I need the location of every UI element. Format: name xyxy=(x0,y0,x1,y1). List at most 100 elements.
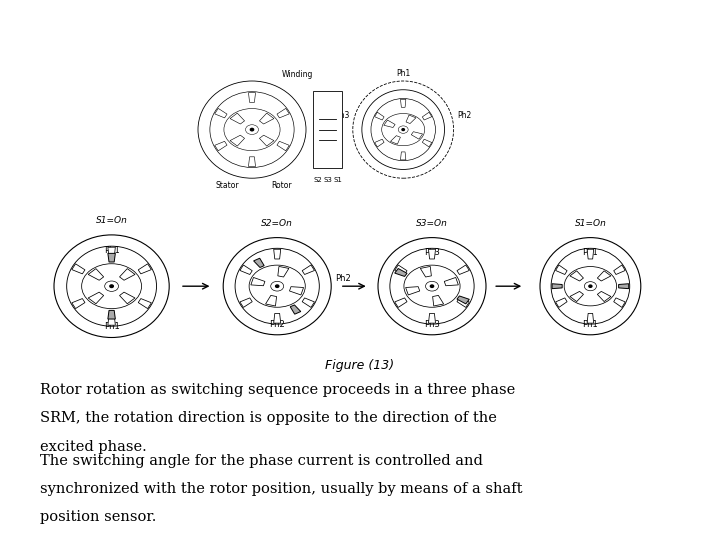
Polygon shape xyxy=(240,265,252,274)
Polygon shape xyxy=(302,298,315,307)
Ellipse shape xyxy=(382,113,425,146)
Polygon shape xyxy=(230,135,245,146)
Ellipse shape xyxy=(390,248,474,324)
Text: S3: S3 xyxy=(323,177,332,183)
Polygon shape xyxy=(457,298,469,307)
Text: Ph1: Ph1 xyxy=(104,322,120,331)
Polygon shape xyxy=(88,268,104,280)
Ellipse shape xyxy=(81,264,142,309)
Ellipse shape xyxy=(223,238,331,335)
Text: Winding: Winding xyxy=(282,70,313,79)
Text: Ph3: Ph3 xyxy=(335,111,349,119)
Circle shape xyxy=(431,285,433,287)
Ellipse shape xyxy=(54,235,169,338)
Polygon shape xyxy=(253,258,264,267)
Polygon shape xyxy=(384,120,395,127)
Circle shape xyxy=(402,129,405,131)
Polygon shape xyxy=(570,271,583,281)
Polygon shape xyxy=(552,284,562,289)
Text: The switching angle for the phase current is controlled and: The switching angle for the phase curren… xyxy=(40,454,482,468)
Text: Ph3: Ph3 xyxy=(424,248,440,257)
Polygon shape xyxy=(277,109,289,118)
Polygon shape xyxy=(587,313,594,323)
Polygon shape xyxy=(374,112,384,120)
Text: Ph1: Ph1 xyxy=(582,320,598,329)
Text: S1: S1 xyxy=(333,177,342,183)
Ellipse shape xyxy=(224,109,280,151)
Text: SRM, the rotation direction is opposite to the direction of the: SRM, the rotation direction is opposite … xyxy=(40,411,497,426)
Polygon shape xyxy=(215,141,227,151)
Circle shape xyxy=(589,285,592,287)
Polygon shape xyxy=(423,112,432,120)
Text: S1=On: S1=On xyxy=(96,216,127,225)
Text: synchronized with the rotor position, usually by means of a shaft: synchronized with the rotor position, us… xyxy=(40,482,522,496)
Ellipse shape xyxy=(540,238,641,335)
Text: S2=On: S2=On xyxy=(261,219,293,228)
Polygon shape xyxy=(428,249,436,259)
Polygon shape xyxy=(395,268,407,276)
Circle shape xyxy=(110,285,113,287)
Text: Ph3: Ph3 xyxy=(424,320,440,329)
Text: Ph1: Ph1 xyxy=(104,246,120,255)
Polygon shape xyxy=(108,315,115,325)
Polygon shape xyxy=(277,141,289,151)
Circle shape xyxy=(585,282,596,291)
Polygon shape xyxy=(259,113,274,124)
Circle shape xyxy=(426,281,438,291)
Polygon shape xyxy=(274,313,281,323)
Polygon shape xyxy=(613,265,625,274)
Ellipse shape xyxy=(404,265,460,307)
Text: position sensor.: position sensor. xyxy=(40,510,156,524)
Polygon shape xyxy=(395,298,407,307)
Polygon shape xyxy=(266,295,276,306)
Ellipse shape xyxy=(67,246,156,326)
Ellipse shape xyxy=(249,265,305,307)
Polygon shape xyxy=(457,296,469,304)
Polygon shape xyxy=(138,299,151,308)
Polygon shape xyxy=(390,136,400,144)
Polygon shape xyxy=(613,298,625,307)
Circle shape xyxy=(271,281,284,291)
Polygon shape xyxy=(587,249,594,259)
Polygon shape xyxy=(433,295,444,306)
Polygon shape xyxy=(72,299,85,308)
Text: Ph1: Ph1 xyxy=(396,69,410,78)
Polygon shape xyxy=(457,265,469,274)
FancyBboxPatch shape xyxy=(313,91,342,168)
Text: Ph1: Ph1 xyxy=(582,248,598,257)
Text: S2: S2 xyxy=(313,177,322,183)
Polygon shape xyxy=(240,298,252,307)
Polygon shape xyxy=(230,113,245,124)
Polygon shape xyxy=(248,93,256,103)
Text: excited phase.: excited phase. xyxy=(40,440,146,454)
Polygon shape xyxy=(108,310,115,319)
Ellipse shape xyxy=(235,248,320,324)
Text: Ph2: Ph2 xyxy=(457,111,472,119)
Polygon shape xyxy=(274,249,281,259)
Ellipse shape xyxy=(210,92,294,167)
Polygon shape xyxy=(570,292,583,301)
Polygon shape xyxy=(423,139,432,147)
Ellipse shape xyxy=(564,267,616,306)
Polygon shape xyxy=(400,99,406,107)
Polygon shape xyxy=(411,132,423,139)
Polygon shape xyxy=(251,278,265,286)
Polygon shape xyxy=(405,287,420,295)
Text: Stator: Stator xyxy=(216,181,240,190)
Polygon shape xyxy=(618,284,629,289)
Polygon shape xyxy=(598,292,611,301)
Polygon shape xyxy=(120,268,135,280)
Circle shape xyxy=(246,125,258,134)
Circle shape xyxy=(276,285,279,287)
Text: Ph2: Ph2 xyxy=(269,320,285,329)
Text: S1=On: S1=On xyxy=(575,219,606,228)
Ellipse shape xyxy=(371,98,436,161)
Polygon shape xyxy=(72,264,85,274)
Polygon shape xyxy=(598,271,611,281)
Ellipse shape xyxy=(362,90,444,170)
Polygon shape xyxy=(374,139,384,147)
Polygon shape xyxy=(302,265,315,274)
Polygon shape xyxy=(420,266,431,277)
Text: Rotor: Rotor xyxy=(271,181,292,190)
Polygon shape xyxy=(556,298,567,307)
